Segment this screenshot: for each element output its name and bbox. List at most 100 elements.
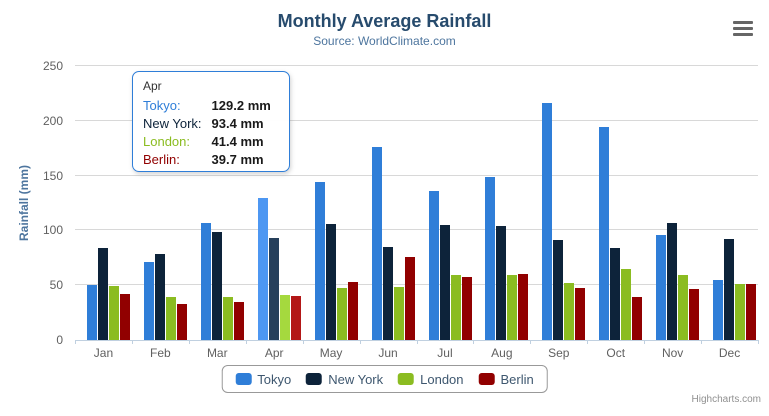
- gridline: [75, 174, 758, 176]
- bar-berlin[interactable]: [575, 288, 586, 340]
- y-axis-label: 250: [42, 59, 63, 73]
- y-axis-label: 50: [49, 278, 63, 293]
- tooltip-header: Apr: [143, 79, 162, 93]
- x-axis-label: Sep: [548, 346, 570, 360]
- bar-london[interactable]: [678, 275, 689, 340]
- legend-label: London: [420, 371, 464, 387]
- bar-tokyo[interactable]: [314, 182, 325, 340]
- tooltip-series-name: Berlin:: [143, 152, 180, 168]
- x-axis-label: Aug: [491, 346, 513, 360]
- legend-label: Berlin: [500, 371, 534, 387]
- category-group: [701, 66, 758, 340]
- x-axis-label: Oct: [606, 346, 626, 360]
- x-axis-label: Jun: [378, 346, 398, 360]
- bar-berlin[interactable]: [233, 302, 244, 340]
- bar-london[interactable]: [109, 286, 119, 340]
- legend-label: New York: [328, 371, 384, 387]
- bar-new-york[interactable]: [496, 226, 507, 340]
- y-axis-label: 200: [42, 113, 63, 128]
- legend-label: Tokyo: [257, 371, 292, 387]
- category-group: [246, 66, 303, 340]
- bar-berlin[interactable]: [461, 277, 472, 340]
- bar-new-york[interactable]: [724, 239, 735, 340]
- bar-berlin[interactable]: [632, 297, 643, 340]
- bar-tokyo[interactable]: [656, 235, 667, 340]
- bar-berlin[interactable]: [404, 257, 415, 340]
- category-group: [189, 66, 246, 340]
- tooltip-row: London: 41.4 mm: [143, 132, 271, 150]
- bar-new-york[interactable]: [154, 254, 165, 340]
- bar-london[interactable]: [222, 297, 233, 340]
- x-axis-tick: [530, 340, 532, 344]
- y-axis-label: 0: [56, 333, 63, 347]
- bar-berlin[interactable]: [120, 294, 130, 340]
- bar-new-york[interactable]: [439, 225, 450, 340]
- bar-tokyo[interactable]: [599, 127, 610, 340]
- tooltip: Apr Tokyo: 129.2 mm New York: 93.4 mm London…: [132, 71, 290, 172]
- bar-london[interactable]: [450, 275, 461, 340]
- bar-new-york[interactable]: [325, 224, 336, 340]
- hamburger-menu-icon[interactable]: [733, 21, 753, 38]
- bar-tokyo[interactable]: [371, 147, 382, 340]
- x-axis-tick: [587, 340, 589, 344]
- bar-london[interactable]: [279, 295, 290, 340]
- category-group: [303, 66, 360, 340]
- bar-new-york[interactable]: [667, 223, 678, 340]
- bar-berlin[interactable]: [518, 274, 529, 340]
- bar-tokyo[interactable]: [485, 177, 496, 340]
- x-axis-tick: [131, 340, 133, 344]
- bar-tokyo[interactable]: [200, 223, 211, 340]
- tooltip-row: New York: 93.4 mm: [143, 114, 271, 132]
- legend-item-berlin[interactable]: Berlin: [478, 371, 534, 387]
- bar-london[interactable]: [165, 297, 176, 340]
- category-group: [75, 66, 132, 340]
- bar-london[interactable]: [564, 283, 575, 340]
- x-axis-label: Dec: [718, 346, 741, 360]
- bar-new-york[interactable]: [610, 248, 621, 340]
- x-axis-tick: [245, 340, 247, 344]
- x-axis-tick: [416, 340, 418, 344]
- bar-tokyo[interactable]: [713, 280, 724, 340]
- x-axis-tick: [359, 340, 361, 344]
- x-axis-tick: [473, 340, 475, 344]
- bar-new-york[interactable]: [553, 240, 564, 340]
- bar-new-york[interactable]: [382, 247, 393, 340]
- x-axis-tick: [302, 340, 304, 344]
- bar-berlin[interactable]: [689, 289, 700, 340]
- legend-item-tokyo[interactable]: Tokyo: [235, 372, 291, 387]
- bar-london[interactable]: [621, 269, 632, 340]
- credits-link[interactable]: Highcharts.com: [691, 394, 761, 405]
- bar-tokyo[interactable]: [542, 103, 553, 340]
- legend: Tokyo New York London Berlin: [221, 365, 548, 393]
- bar-london[interactable]: [393, 287, 404, 340]
- x-axis-label: Apr: [264, 346, 284, 360]
- bar-tokyo[interactable]: [257, 198, 268, 340]
- bar-new-york[interactable]: [98, 248, 108, 340]
- bar-tokyo[interactable]: [87, 285, 97, 340]
- tooltip-series-value: 41.4 mm: [211, 133, 264, 149]
- x-axis-label: Jul: [437, 346, 453, 360]
- category-group: [360, 66, 417, 340]
- x-axis-tick: [758, 340, 759, 344]
- chart-title: Monthly Average Rainfall: [277, 11, 492, 31]
- tooltip-row: Tokyo: 129.2 mm: [143, 96, 271, 114]
- bar-berlin[interactable]: [290, 296, 301, 340]
- bar-tokyo[interactable]: [143, 262, 154, 340]
- tooltip-series-value: 93.4 mm: [211, 115, 264, 131]
- bar-london[interactable]: [735, 284, 746, 340]
- bar-tokyo[interactable]: [428, 191, 439, 340]
- bar-berlin[interactable]: [347, 282, 358, 340]
- category-group: [473, 66, 530, 340]
- bar-london[interactable]: [507, 275, 518, 340]
- bar-new-york[interactable]: [211, 232, 222, 340]
- bar-berlin[interactable]: [176, 304, 187, 340]
- tooltip-series-value: 39.7 mm: [211, 152, 264, 168]
- bar-berlin[interactable]: [746, 284, 757, 340]
- legend-item-london[interactable]: London: [398, 371, 464, 387]
- bar-london[interactable]: [336, 288, 347, 340]
- legend-item-new-york[interactable]: New York: [306, 372, 383, 387]
- y-axis-title: Rainfall (mm): [17, 165, 31, 242]
- bar-new-york[interactable]: [268, 238, 279, 340]
- legend-swatch: [478, 373, 495, 385]
